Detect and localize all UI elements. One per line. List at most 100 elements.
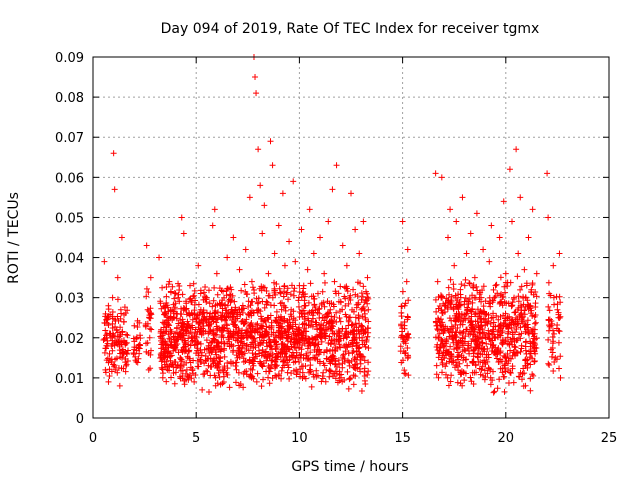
data-point: [343, 344, 350, 351]
data-point: [461, 346, 468, 353]
data-point: [105, 306, 112, 313]
data-point: [323, 319, 330, 326]
data-point: [319, 288, 326, 295]
data-point: [502, 279, 509, 286]
data-point: [439, 369, 446, 376]
data-point: [288, 343, 295, 350]
data-point: [247, 365, 254, 372]
data-point: [200, 289, 207, 296]
data-point: [241, 320, 248, 327]
data-point: [174, 362, 181, 369]
data-point: [119, 350, 126, 357]
data-point: [549, 327, 556, 334]
data-point: [271, 289, 278, 296]
y-tick-label: 0.01: [55, 372, 84, 387]
data-point: [190, 280, 197, 287]
data-point: [293, 371, 300, 378]
data-point: [478, 315, 485, 322]
data-point: [545, 303, 552, 310]
data-point: [492, 351, 499, 358]
data-point: [261, 202, 268, 209]
data-point: [231, 321, 238, 328]
data-point: [454, 379, 461, 386]
data-point: [329, 328, 336, 335]
data-point: [363, 337, 370, 344]
data-point: [159, 374, 166, 381]
data-point: [114, 296, 121, 303]
data-point: [509, 299, 516, 306]
data-point: [502, 289, 509, 296]
data-point: [175, 320, 182, 327]
data-point: [309, 323, 316, 330]
data-point: [224, 322, 231, 329]
data-point: [486, 336, 493, 343]
data-point: [472, 361, 479, 368]
data-point: [510, 319, 517, 326]
data-point: [433, 362, 440, 369]
data-point: [404, 344, 411, 351]
data-point: [170, 347, 177, 354]
data-point: [278, 375, 285, 382]
data-point: [269, 351, 276, 358]
data-point: [301, 325, 308, 332]
data-point: [468, 378, 475, 385]
data-point: [235, 329, 242, 336]
data-point: [435, 350, 442, 357]
data-point: [285, 364, 292, 371]
data-point: [450, 339, 457, 346]
data-point: [244, 334, 251, 341]
data-point: [467, 374, 474, 381]
data-point: [465, 298, 472, 305]
data-point: [489, 297, 496, 304]
data-point: [263, 368, 270, 375]
data-point: [208, 363, 215, 370]
data-point: [475, 324, 482, 331]
data-point: [331, 314, 338, 321]
data-point: [205, 323, 212, 330]
data-point: [351, 327, 358, 334]
data-point: [262, 318, 269, 325]
data-point: [465, 330, 472, 337]
data-point: [515, 320, 522, 327]
data-point: [316, 315, 323, 322]
data-point: [263, 330, 270, 337]
data-point: [173, 325, 180, 332]
data-point: [510, 379, 517, 386]
data-point: [497, 274, 504, 281]
data-point: [518, 345, 525, 352]
data-point: [268, 357, 275, 364]
data-point: [358, 323, 365, 330]
data-point: [358, 290, 365, 297]
data-point: [508, 324, 515, 331]
data-point: [525, 234, 532, 241]
data-point: [528, 327, 535, 334]
data-point: [309, 307, 316, 314]
data-point: [177, 311, 184, 318]
data-point: [341, 293, 348, 300]
data-point: [278, 299, 285, 306]
data-point: [447, 343, 454, 350]
data-point: [117, 306, 124, 313]
data-point: [330, 317, 337, 324]
data-point: [345, 350, 352, 357]
data-point: [171, 358, 178, 365]
data-point: [398, 334, 405, 341]
data-point: [284, 326, 291, 333]
data-point: [364, 274, 371, 281]
data-point: [163, 378, 170, 385]
data-point: [457, 286, 464, 293]
data-point: [457, 337, 464, 344]
data-point: [255, 295, 262, 302]
y-tick-label: 0.04: [55, 252, 84, 267]
data-point: [162, 302, 169, 309]
data-point: [188, 375, 195, 382]
data-point: [286, 356, 293, 363]
data-point: [234, 354, 241, 361]
data-point: [182, 306, 189, 313]
data-point: [487, 366, 494, 373]
data-point: [163, 324, 170, 331]
data-point: [263, 354, 270, 361]
data-point: [109, 347, 116, 354]
data-point: [264, 299, 271, 306]
data-point: [447, 326, 454, 333]
